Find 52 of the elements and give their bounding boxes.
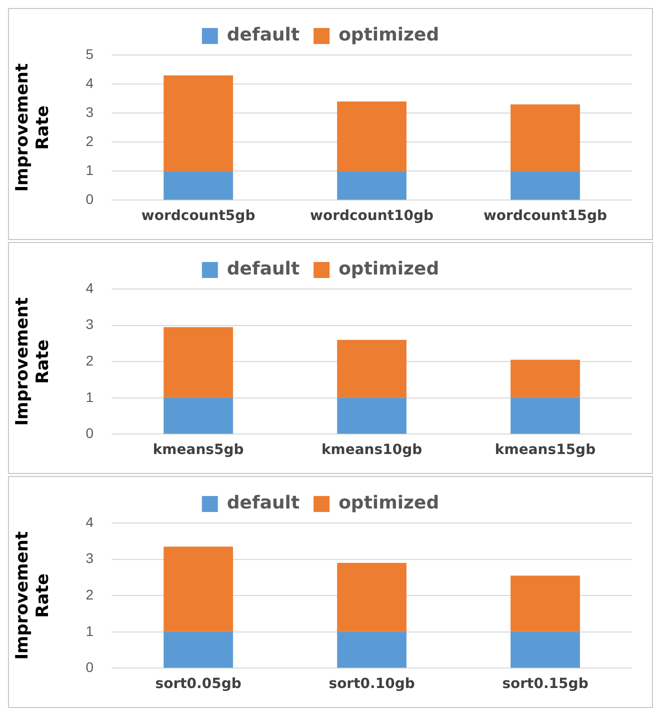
legend-label: optimized [338,258,440,280]
legend-label: optimized [338,24,440,46]
bar [510,104,580,172]
y-tick-label: 0 [86,191,94,208]
y-tick-label: 2 [86,132,94,149]
bar [164,327,234,398]
legend-label: optimized [338,492,440,514]
y-tick-label: 3 [86,550,94,566]
legend-label: default [226,258,300,280]
bar [337,632,406,668]
y-tick-label: 4 [86,74,94,91]
bar [164,632,234,668]
y-tick-label: 3 [86,316,94,332]
bar [337,340,406,398]
x-tick-label: wordcount10gb [310,208,434,224]
legend-label: default [226,24,300,46]
y-axis-title: Improvement Rate [12,63,54,192]
x-tick-label: wordcount15gb [483,208,608,224]
x-tick-label: kmeans5gb [152,442,244,458]
y-axis-title: Improvement Rate [12,531,54,660]
y-tick-label: 1 [86,162,94,178]
bar [164,171,234,200]
y-tick-label: 4 [86,514,94,530]
x-tick-label: wordcount5gb [141,208,256,224]
bar [164,75,234,172]
bar [337,562,406,632]
y-tick-label: 4 [86,280,94,296]
bar [164,398,234,434]
bar [337,101,406,172]
x-tick-label: sort0.05gb [155,676,242,692]
x-tick-label: kmeans10gb [321,442,422,458]
bar [510,398,580,434]
y-tick-label: 2 [86,586,94,602]
y-tick-label: 0 [86,425,94,442]
x-tick-label: kmeans15gb [494,442,596,458]
y-axis-title: Improvement Rate [12,297,54,426]
y-tick-label: 3 [86,104,94,120]
bar [510,576,580,632]
bar [337,398,406,434]
bar [510,171,580,200]
bar [337,171,406,200]
x-tick-label: sort0.15gb [502,676,588,692]
bar [510,360,580,398]
x-tick-label: sort0.10gb [328,676,415,692]
legend-label: default [226,492,300,514]
bar [164,546,234,632]
bar [510,632,580,668]
y-tick-label: 1 [86,622,94,639]
y-tick-label: 1 [86,388,94,405]
y-tick-label: 5 [86,46,94,62]
y-tick-label: 0 [86,659,94,676]
y-tick-label: 2 [86,352,94,368]
